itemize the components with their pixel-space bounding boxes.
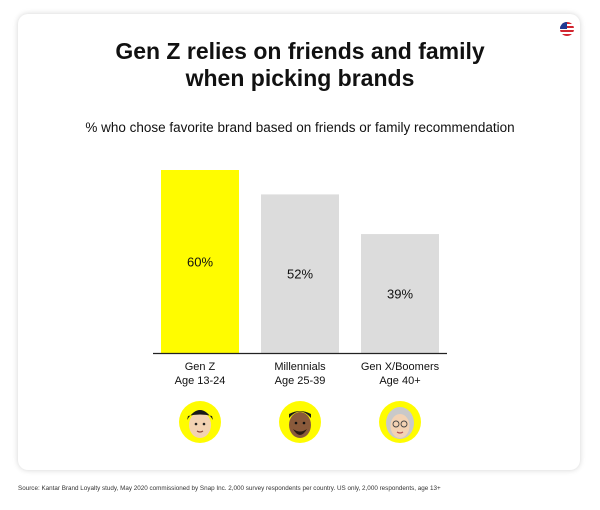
- gen-z-avatar-icon: [179, 401, 221, 443]
- category-age-2: Age 40+: [379, 375, 420, 387]
- millennial-avatar-icon: [279, 401, 321, 443]
- category-label-2: Gen X/Boomers: [361, 361, 440, 373]
- avatar-hair: [289, 411, 311, 418]
- category-age-0: Age 13-24: [175, 375, 226, 387]
- category-label-1: Millennials: [274, 361, 326, 373]
- avatar-mouth: [196, 430, 204, 433]
- avatar-face: [289, 412, 311, 438]
- us-flag-icon: [560, 22, 574, 36]
- avatar-eye: [194, 422, 198, 426]
- title-line-1: Gen Z relies on friends and family: [115, 38, 485, 64]
- avatar-beard: [293, 429, 307, 435]
- boomer-avatar-icon: [379, 401, 421, 443]
- avatar-eye: [294, 421, 298, 425]
- chart-title: Gen Z relies on friends and family when …: [0, 38, 600, 92]
- avatar-mouth: [396, 431, 404, 434]
- bar-2: [361, 234, 439, 353]
- data-label-1: 52%: [287, 267, 313, 282]
- category-age-1: Age 25-39: [275, 375, 326, 387]
- data-label-2: 39%: [387, 287, 413, 302]
- avatar-face: [189, 412, 211, 438]
- category-label-0: Gen Z: [185, 361, 216, 373]
- avatar-glasses: [400, 420, 408, 428]
- avatar-glasses: [392, 420, 400, 428]
- source-note: Source: Kantar Brand Loyalty study, May …: [18, 485, 441, 492]
- avatar-eye: [302, 421, 306, 425]
- bar-1: [261, 194, 339, 353]
- bar-0: [161, 170, 239, 353]
- chart-subtitle: % who chose favorite brand based on frie…: [85, 120, 515, 135]
- title-line-2: when picking brands: [185, 65, 415, 91]
- bar-chart: 60% Gen Z Age 13-24 52% Millennials Age 25-39…: [153, 170, 447, 443]
- data-label-0: 60%: [187, 255, 213, 270]
- avatar-hair: [187, 410, 213, 420]
- avatar-face: [390, 414, 410, 438]
- avatar-eye: [202, 422, 206, 426]
